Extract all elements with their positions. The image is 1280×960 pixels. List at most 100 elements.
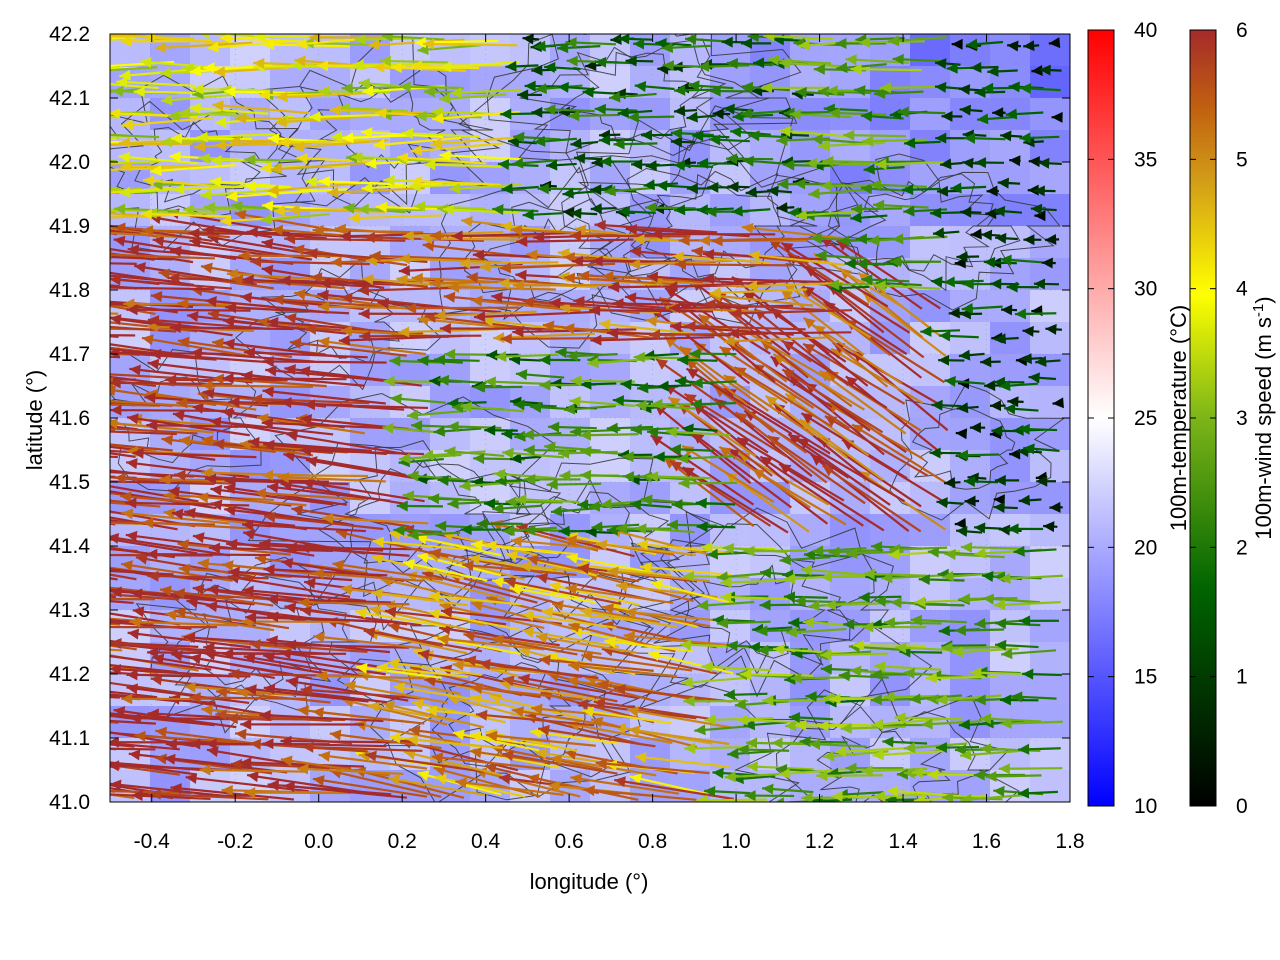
wind-arrow-head: [974, 694, 986, 706]
wind-arrow-head: [845, 762, 857, 774]
wind-arrow-head: [417, 649, 430, 661]
wind-arrow-head: [696, 521, 708, 533]
wind-arrow: [110, 783, 158, 794]
wind-arrow: [580, 606, 678, 629]
temperature-cell: [1030, 418, 1070, 450]
wind-arrow-head: [267, 593, 279, 605]
wind-arrow: [734, 699, 790, 711]
wind-arrow-head: [393, 682, 405, 694]
wind-arrow-head: [147, 646, 159, 658]
wind-arrow: [110, 116, 117, 119]
wind-arrow-shaft: [797, 437, 906, 503]
wind-arrow-shaft: [335, 530, 449, 559]
wind-arrow-head: [468, 553, 481, 565]
wind-arrow-head: [131, 789, 143, 801]
wind-arrow: [779, 554, 831, 566]
wind-arrow: [406, 734, 503, 750]
wind-arrow-head: [944, 549, 956, 561]
wind-arrow-shaft: [512, 708, 621, 729]
wind-arrow-head: [628, 725, 641, 737]
wind-arrow-head: [10, 746, 22, 757]
wind-arrow-head: [773, 644, 785, 656]
wind-arrow-head: [671, 498, 683, 510]
wind-arrow-shaft: [302, 745, 423, 752]
wind-arrow-shaft: [384, 609, 507, 626]
wind-arrow-head: [50, 563, 61, 574]
wind-arrow: [944, 477, 961, 489]
wind-arrow: [110, 455, 118, 459]
wind-arrow-head: [998, 763, 1010, 775]
wind-arrow-shaft: [280, 739, 405, 744]
wind-arrow-shaft: [491, 746, 603, 771]
wind-arrow: [790, 672, 851, 684]
wind-arrow: [647, 650, 734, 675]
wind-arrow-shaft: [110, 597, 155, 601]
wind-arrow-head: [208, 542, 221, 554]
wind-arrow-shaft: [227, 575, 351, 599]
wind-arrow-head: [74, 636, 85, 647]
wind-arrow: [305, 456, 429, 482]
wind-arrow-head: [951, 646, 964, 658]
wind-arrow-head: [447, 498, 459, 510]
wind-arrow-head: [872, 749, 884, 761]
wind-arrow-head: [126, 458, 138, 470]
wind-arrow-head: [602, 603, 614, 615]
wind-arrow-shaft: [623, 634, 732, 647]
wind-arrow-head: [13, 275, 24, 286]
wind-arrow-head: [706, 548, 719, 560]
wind-arrow-head: [125, 530, 138, 542]
wind-arrow-head: [192, 532, 205, 544]
wind-arrow-shaft: [110, 429, 116, 432]
wind-arrow: [407, 470, 464, 482]
wind-arrow-head: [799, 736, 811, 748]
wind-arrow-head: [538, 724, 550, 736]
wind-arrow: [820, 649, 889, 661]
wind-arrow-head: [424, 675, 437, 687]
wind-arrow: [126, 669, 251, 681]
wind-arrow-shaft: [824, 415, 929, 477]
wind-arrow-head: [716, 571, 729, 583]
wind-arrow-head: [30, 610, 41, 621]
wind-arrow-head: [15, 640, 26, 651]
wind-arrow: [267, 611, 392, 624]
wind-arrow-shaft: [110, 720, 119, 725]
wind-arrow: [502, 675, 618, 703]
wind-arrow-head: [228, 668, 240, 680]
wind-arrow-head: [802, 617, 815, 629]
wind-arrow: [312, 707, 425, 725]
wind-arrow-head: [221, 784, 233, 796]
contour-line: [847, 181, 997, 272]
wind-arrow: [297, 763, 404, 775]
wind-arrow-shaft: [468, 556, 565, 574]
wind-arrow: [318, 750, 428, 770]
wind-arrow-head: [387, 658, 400, 670]
wind-arrow: [355, 662, 443, 679]
wind-arrow: [1013, 545, 1057, 557]
wind-arrow: [261, 469, 369, 481]
wind-arrow-head: [979, 743, 992, 755]
wind-arrow: [312, 568, 424, 582]
wind-arrow-shaft: [110, 516, 178, 531]
wind-arrow: [550, 505, 600, 517]
wind-arrow-head: [614, 776, 626, 788]
wind-arrow-head: [925, 672, 937, 684]
wind-arrow-shaft: [602, 605, 711, 628]
wind-arrow-shaft: [580, 609, 678, 629]
wind-arrow: [1017, 787, 1058, 799]
wind-arrow-shaft: [415, 535, 501, 557]
wind-arrow: [788, 712, 833, 724]
wind-arrow: [737, 744, 790, 756]
wind-arrow-head: [576, 699, 589, 710]
wind-arrow: [960, 541, 1023, 553]
wind-arrow-shaft: [581, 654, 693, 672]
wind-arrow-head: [393, 524, 405, 536]
wind-arrow: [470, 600, 577, 631]
wind-arrow-shaft: [475, 713, 595, 727]
wind-arrow: [110, 568, 213, 582]
wind-arrow-shaft: [284, 643, 409, 649]
wind-arrow-head: [640, 471, 653, 483]
wind-arrow-head: [226, 713, 238, 725]
wind-arrow-head: [805, 690, 817, 702]
wind-arrow: [392, 682, 488, 703]
wind-arrow: [1022, 668, 1062, 680]
